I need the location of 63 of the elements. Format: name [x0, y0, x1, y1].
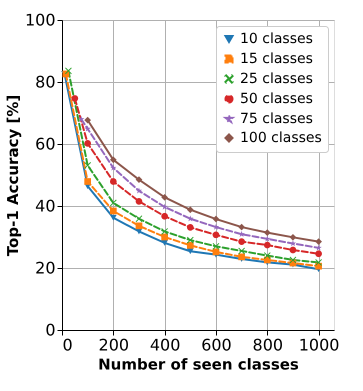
point: [110, 156, 117, 164]
point: [110, 208, 117, 214]
point: [238, 248, 245, 254]
point: [238, 224, 245, 230]
y-tick-label: 60: [35, 134, 56, 154]
point: [84, 178, 92, 185]
point: [238, 253, 245, 260]
point: [264, 229, 271, 236]
legend-label: 10 classes: [240, 31, 313, 47]
point: [290, 234, 296, 241]
point: [290, 256, 296, 264]
point: [186, 248, 194, 254]
point: [186, 206, 194, 214]
point: [315, 238, 322, 246]
x-tick-label: 400: [150, 336, 180, 354]
point: [238, 238, 245, 245]
point: [161, 204, 168, 210]
legend-label: 25 classes: [240, 71, 313, 87]
y-tick-label: 80: [35, 72, 56, 92]
point: [161, 194, 168, 201]
point: [136, 222, 142, 230]
x-tick-label: 800: [252, 336, 284, 354]
point: [186, 236, 194, 244]
point: [212, 231, 220, 238]
y-tick-label: 100: [24, 10, 56, 30]
point: [315, 259, 322, 266]
point: [78, 116, 84, 122]
x-tick-label: 200: [98, 336, 130, 354]
point: [161, 212, 168, 220]
x-tick-label: 0: [62, 336, 73, 354]
point: [110, 200, 117, 206]
x-tick-label: 1000: [298, 336, 340, 354]
y-axis-title: Top-1 Accuracy [%]: [4, 94, 22, 256]
x-tick-label: 600: [201, 336, 232, 354]
y-tick-label: 40: [35, 196, 56, 216]
point: [186, 224, 194, 231]
point: [136, 198, 142, 205]
point: [212, 216, 220, 222]
point: [136, 187, 142, 194]
legend-label: 50 classes: [240, 91, 313, 107]
point: [65, 67, 72, 74]
point: [110, 164, 117, 171]
point: [315, 250, 322, 258]
point: [161, 228, 168, 235]
point: [84, 116, 92, 124]
x-axis-title: Number of seen classes: [98, 356, 299, 374]
point: [290, 246, 296, 254]
point: [264, 252, 271, 259]
point: [71, 95, 78, 102]
point: [212, 248, 220, 256]
point: [110, 214, 117, 221]
point: [212, 242, 220, 250]
point: [161, 234, 168, 240]
point: [110, 178, 117, 185]
y-tick-label: 0: [45, 320, 56, 340]
y-tick-label: 20: [35, 258, 56, 278]
legend-label: 15 classes: [240, 51, 313, 67]
point: [84, 140, 92, 147]
legend-label: 75 classes: [240, 111, 313, 127]
legend-label: 100 classes: [240, 130, 322, 146]
point: [264, 242, 271, 248]
point: [136, 176, 142, 184]
point: [84, 162, 92, 169]
